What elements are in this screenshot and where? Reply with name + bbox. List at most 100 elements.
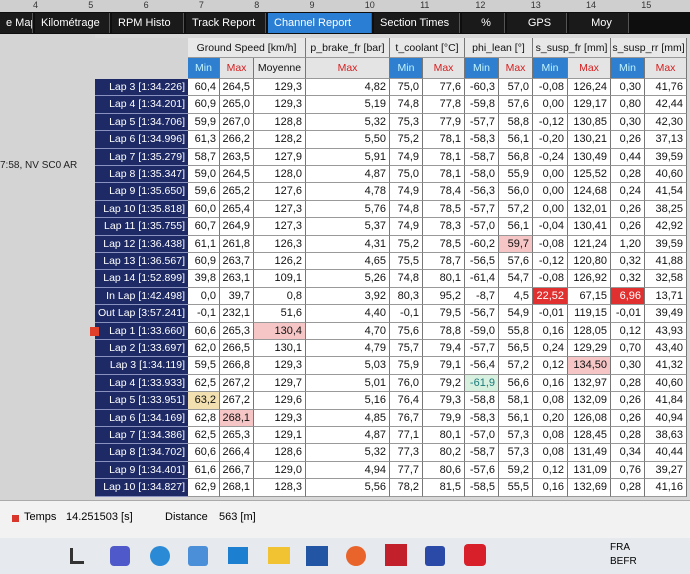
row-label[interactable]: Lap 3 [1:34.226] (95, 79, 188, 97)
tab[interactable]: e Map (0, 13, 33, 33)
keyboard-lang[interactable]: FRA (610, 542, 630, 553)
table-cell: -57,7 (465, 340, 499, 358)
table-cell: 43,40 (645, 340, 687, 358)
row-label[interactable]: Lap 2 [1:33.697] (95, 340, 188, 358)
ruler-number: 4 (33, 0, 39, 10)
table-cell: 264,9 (220, 218, 254, 236)
table-cell: 6,96 (611, 287, 645, 306)
row-label[interactable]: Lap 9 [1:35.650] (95, 183, 188, 201)
table-cell: 126,24 (568, 79, 611, 97)
row-label[interactable]: Lap 10 [1:34.827] (95, 479, 188, 497)
tab[interactable]: Moy (569, 13, 629, 33)
table-cell: 266,8 (220, 357, 254, 375)
tab[interactable]: Section Times (374, 13, 460, 33)
taskbar-icon[interactable] (110, 546, 130, 566)
row-label[interactable]: Lap 7 [1:34.386] (95, 427, 188, 445)
table-cell: 0,8 (254, 287, 306, 306)
row-label[interactable]: Lap 6 [1:34.169] (95, 409, 188, 427)
table-cell: 55,9 (499, 166, 533, 184)
table-cell: 5,01 (306, 374, 390, 393)
row-label[interactable]: Lap 8 [1:34.702] (95, 444, 188, 462)
header-fill (95, 38, 188, 79)
row-label[interactable]: Lap 6 [1:34.996] (95, 131, 188, 149)
column-header: Min (465, 58, 499, 79)
table-cell: 1,20 (611, 235, 645, 253)
table-cell: -58,5 (465, 479, 499, 497)
row-label[interactable]: Out Lap [3:57.241] (95, 305, 188, 323)
table-cell: 268,1 (220, 479, 254, 497)
table-cell: 13,71 (645, 287, 687, 306)
ruler-number: 15 (641, 0, 652, 10)
table-cell: 56,1 (499, 218, 533, 236)
table-cell: 62,0 (188, 340, 220, 358)
tab[interactable]: GPS (507, 13, 567, 33)
row-label[interactable]: Lap 11 [1:35.755] (95, 218, 188, 236)
taskbar-icon[interactable] (425, 546, 445, 566)
table-cell: 0,30 (611, 357, 645, 375)
tab[interactable]: % (462, 13, 505, 33)
table-cell: 267,2 (220, 374, 254, 393)
row-label[interactable]: Lap 4 [1:34.201] (95, 96, 188, 114)
table-cell: 41,16 (645, 479, 687, 497)
row-label[interactable]: Lap 12 [1:36.438] (95, 235, 188, 253)
row-label[interactable]: Lap 4 [1:33.933] (95, 374, 188, 393)
taskbar-icon[interactable] (70, 548, 84, 564)
row-label[interactable]: Lap 5 [1:34.706] (95, 113, 188, 132)
table-cell: 40,60 (645, 374, 687, 393)
taskbar-icon[interactable] (150, 546, 170, 566)
tab[interactable]: Channel Report (268, 13, 372, 33)
tab[interactable]: Kilométrage (35, 13, 110, 33)
taskbar-icon[interactable] (268, 547, 290, 564)
row-label[interactable]: Lap 10 [1:35.818] (95, 200, 188, 219)
row-label[interactable]: Lap 14 [1:52.899] (95, 270, 188, 288)
table-cell: 54,9 (499, 305, 533, 323)
table-cell: 78,4 (423, 183, 465, 201)
row-label[interactable]: Lap 5 [1:33.951] (95, 392, 188, 410)
table-cell: 62,5 (188, 374, 220, 393)
table-cell: -59,0 (465, 322, 499, 340)
tab[interactable]: Track Report (186, 13, 266, 33)
table-cell: -0,12 (533, 113, 568, 132)
row-label[interactable]: Lap 1 [1:33.660] (95, 322, 188, 340)
table-cell: 0,24 (533, 340, 568, 358)
lap-icon (90, 326, 99, 336)
column-header: Min (611, 58, 645, 79)
row-label[interactable]: Lap 7 [1:35.279] (95, 148, 188, 166)
table-cell: 0,76 (611, 461, 645, 480)
column-header: Max (220, 58, 254, 79)
table-cell: 126,08 (568, 409, 611, 427)
table-cell: 130,49 (568, 148, 611, 166)
taskbar-icon[interactable] (464, 544, 486, 566)
table-cell: 266,4 (220, 444, 254, 462)
table-cell: 128,05 (568, 322, 611, 340)
taskbar-icon[interactable] (188, 546, 208, 566)
row-label[interactable]: Lap 3 [1:34.119] (95, 357, 188, 375)
row-label[interactable]: Lap 13 [1:36.567] (95, 253, 188, 271)
table-cell: 265,2 (220, 183, 254, 201)
table-cell: 60,7 (188, 218, 220, 236)
table-cell: 58,7 (188, 148, 220, 166)
taskbar-icon[interactable] (385, 544, 407, 566)
row-label[interactable]: Lap 8 [1:35.347] (95, 166, 188, 184)
table-cell: 56,0 (499, 183, 533, 201)
taskbar: FRA BEFR (0, 538, 690, 574)
table-cell: 0,28 (611, 427, 645, 445)
table-cell: 75,9 (390, 357, 423, 375)
table-cell: 39,59 (645, 148, 687, 166)
table-cell: 78,3 (423, 218, 465, 236)
table-cell: 57,3 (499, 444, 533, 462)
taskbar-icon[interactable] (306, 546, 328, 566)
keyboard-layout[interactable]: BEFR (610, 556, 637, 567)
tab[interactable]: RPM Histo (112, 13, 184, 33)
table-cell: 4,85 (306, 409, 390, 427)
table-cell: 119,15 (568, 305, 611, 323)
taskbar-icon[interactable] (346, 546, 366, 566)
row-label[interactable]: In Lap [1:42.498] (95, 287, 188, 306)
taskbar-icon[interactable] (228, 547, 248, 564)
status-bar: Temps 14.251503 [s] Distance 563 [m] (0, 500, 690, 538)
table-cell: 132,01 (568, 200, 611, 219)
row-label[interactable]: Lap 9 [1:34.401] (95, 461, 188, 480)
table-cell: 75,7 (390, 340, 423, 358)
table-cell: 129,1 (254, 427, 306, 445)
table-cell: -57,6 (465, 461, 499, 480)
